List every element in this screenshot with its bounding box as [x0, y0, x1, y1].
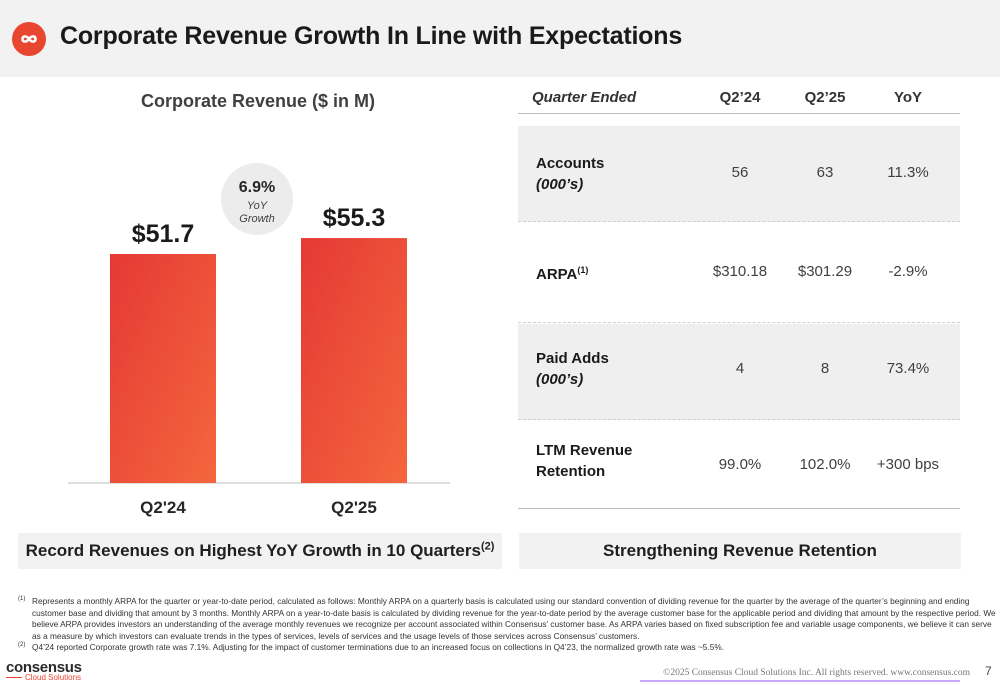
- cell-ltm-q225: 102.0%: [799, 456, 851, 473]
- bar-q224: [110, 254, 216, 483]
- table-header: Quarter Ended Q2’24 Q2’25 YoY: [518, 82, 960, 114]
- page-title: Corporate Revenue Growth In Line with Ex…: [60, 22, 683, 50]
- copyright-text: ©2025 Consensus Cloud Solutions Inc. All…: [663, 668, 970, 678]
- header-quarter-ended: Quarter Ended: [532, 89, 637, 106]
- chart-title: Corporate Revenue ($ in M): [140, 91, 376, 111]
- cell-accounts-q225: 63: [816, 164, 834, 181]
- cell-paid-adds-q225: 8: [820, 360, 830, 377]
- footer-divider: [640, 680, 960, 682]
- cell-paid-adds-yoy: 73.4%: [886, 360, 930, 377]
- table-row-ltm-retention: LTM Revenue Retention 99.0% 102.0% +300 …: [518, 421, 960, 509]
- category-label-1: Q2'25: [331, 498, 377, 517]
- table-row-arpa: ARPA(1) $310.18 $301.29 -2.9%: [518, 223, 960, 323]
- table-row-accounts: Accounts (000’s) 56 63 11.3%: [518, 126, 960, 222]
- header-q225: Q2’25: [804, 89, 846, 106]
- row-label-accounts: Accounts (000’s): [536, 155, 605, 193]
- bar-q225: [301, 238, 407, 483]
- infinity-logo-icon: [12, 22, 46, 56]
- footnote-1: (1) Represents a monthly ARPA for the qu…: [18, 596, 996, 641]
- header-yoy: YoY: [893, 89, 923, 106]
- row-label-ltm-retention: LTM Revenue Retention: [536, 442, 633, 480]
- category-label-0: Q2'24: [140, 498, 186, 517]
- growth-callout-line2: Growth: [239, 213, 274, 225]
- banner-record-revenues: Record Revenues on Highest YoY Growth in…: [18, 533, 502, 569]
- brand-subtitle: Cloud Solutions: [6, 673, 81, 682]
- header-q224: Q2’24: [719, 89, 761, 106]
- cell-arpa-q224: $310.18: [712, 263, 768, 280]
- kpi-table: Quarter Ended Q2’24 Q2’25 YoY Accounts (…: [518, 82, 960, 509]
- cell-ltm-q224: 99.0%: [718, 456, 762, 473]
- data-label-1: $55.3: [323, 204, 386, 232]
- cell-accounts-q224: 56: [731, 164, 749, 181]
- growth-callout-value: 6.9%: [239, 179, 275, 196]
- footnotes: (1) Represents a monthly ARPA for the qu…: [18, 596, 998, 654]
- slide-header: Corporate Revenue Growth In Line with Ex…: [0, 0, 1000, 77]
- row-label-arpa: ARPA(1): [536, 265, 589, 283]
- footnote-2: (2) Q4’24 reported Corporate growth rate…: [18, 642, 725, 652]
- cell-arpa-q225: $301.29: [797, 263, 853, 280]
- brand-logo: consensus: [6, 659, 82, 676]
- row-label-paid-adds: Paid Adds (000’s): [536, 350, 609, 388]
- growth-callout-line1: YoY: [247, 200, 268, 212]
- cell-paid-adds-q224: 4: [735, 360, 745, 377]
- cell-arpa-yoy: -2.9%: [888, 263, 928, 280]
- table-row-paid-adds: Paid Adds (000’s) 4 8 73.4%: [518, 324, 960, 420]
- growth-callout: 6.9% YoY Growth: [221, 163, 293, 235]
- cell-accounts-yoy: 11.3%: [887, 164, 929, 181]
- revenue-bar-chart: $51.7 Q2'24 $55.3 Q2'25 6.9% YoY Growth: [68, 163, 450, 517]
- cell-ltm-yoy: +300 bps: [876, 456, 940, 473]
- banner-revenue-retention: Strengthening Revenue Retention: [519, 533, 961, 569]
- page-number: 7: [985, 664, 992, 678]
- growth-callout-bubble: [221, 163, 293, 235]
- data-label-0: $51.7: [132, 220, 195, 248]
